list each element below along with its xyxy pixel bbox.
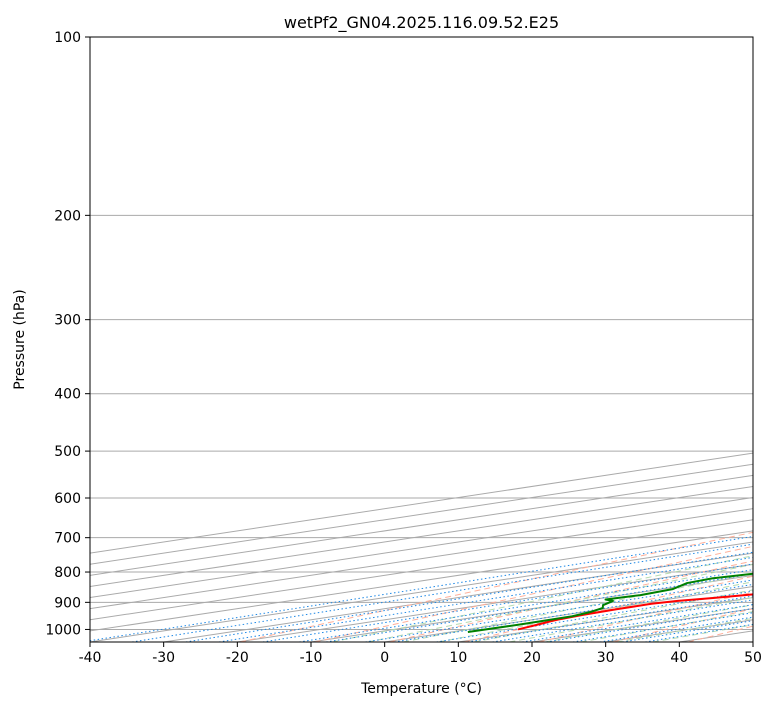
isotherm-line xyxy=(90,463,753,565)
moist-adiabat xyxy=(367,563,753,642)
y-tick-label: 1000 xyxy=(45,622,81,638)
mixing-ratio-line xyxy=(436,590,753,642)
moist-adiabat xyxy=(509,597,753,642)
y-tick-label: 700 xyxy=(54,531,81,547)
x-tick-label: -30 xyxy=(152,650,175,666)
temperature-profile xyxy=(517,593,753,631)
grid-layer xyxy=(90,37,753,642)
y-tick-label: 300 xyxy=(54,313,81,329)
x-tick-label: 30 xyxy=(597,650,615,666)
mixing-ratio-line xyxy=(365,579,753,642)
y-tick-label: 600 xyxy=(54,491,81,507)
isotherm-line xyxy=(90,474,753,576)
isotherm-line xyxy=(90,530,753,632)
x-tick-label: 20 xyxy=(523,650,541,666)
y-axis-label: Pressure (hPa) xyxy=(12,289,28,389)
y-tick-label: 400 xyxy=(54,387,81,403)
x-tick-label: 0 xyxy=(380,650,389,666)
isotherm-line xyxy=(90,508,753,610)
chart-title: wetPf2_GN04.2025.116.09.52.E25 xyxy=(284,13,559,33)
mixing-ratio-line xyxy=(394,583,753,642)
mixing-ratio-line xyxy=(131,543,753,642)
mixing-ratio-line xyxy=(90,536,753,642)
dry-adiabat xyxy=(239,531,753,642)
axis-layer: -40 -30 -20 -10 0 10 20 30 40 50 100 200 300 400 500 60… xyxy=(45,30,762,666)
isotherm-line xyxy=(90,485,753,587)
y-tick-label: 800 xyxy=(54,565,81,581)
x-tick-label: -20 xyxy=(226,650,249,666)
x-tick-label: 10 xyxy=(449,650,467,666)
y-tick-label: 200 xyxy=(54,208,81,224)
x-tick-label: 50 xyxy=(744,650,762,666)
plot-frame xyxy=(89,36,754,643)
isotherm-line xyxy=(90,497,753,599)
x-tick-label: 40 xyxy=(670,650,688,666)
y-tick-label: 500 xyxy=(54,444,81,460)
x-tick-label: -10 xyxy=(300,650,323,666)
isotherm-line xyxy=(90,519,753,621)
dewpoint-profile xyxy=(467,572,753,633)
y-tick-label: 100 xyxy=(54,30,81,46)
moist-adiabat xyxy=(331,555,753,642)
x-axis-label: Temperature (°C) xyxy=(360,681,482,697)
data-layer xyxy=(467,572,753,633)
x-tick-label: -40 xyxy=(79,650,102,666)
isotherm-line xyxy=(90,452,753,554)
y-tick-label: 900 xyxy=(54,595,81,611)
